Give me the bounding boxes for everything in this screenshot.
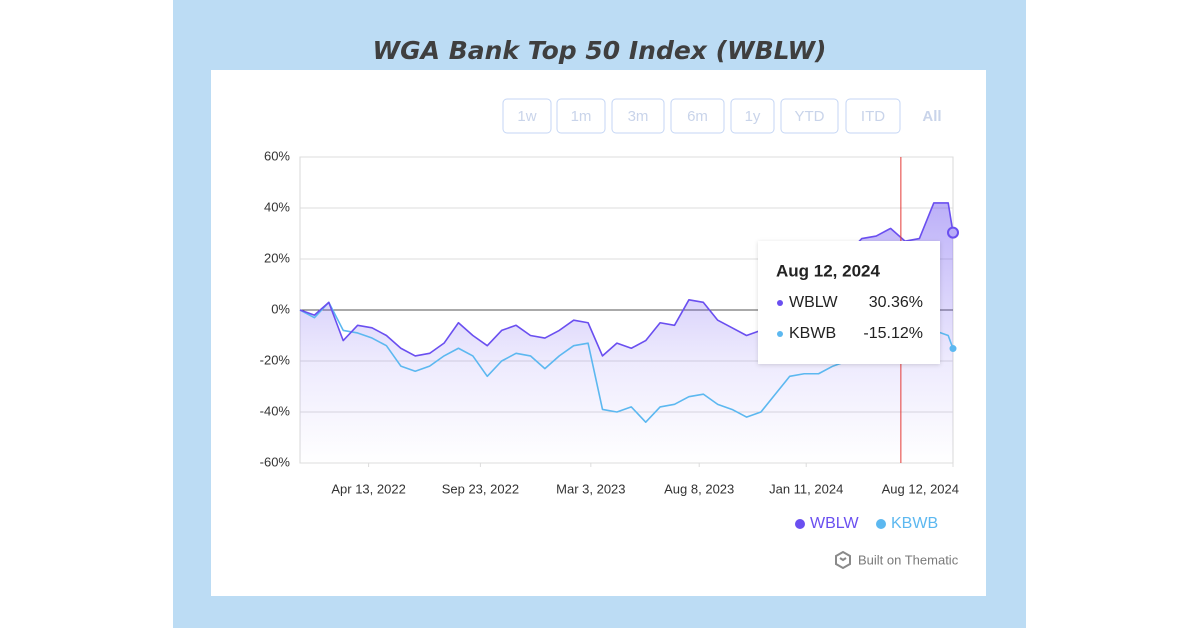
y-tick-label: -40% <box>260 403 291 418</box>
range-button-label: 1y <box>745 108 761 125</box>
legend-swatch <box>795 519 805 529</box>
range-button-label: All <box>922 108 941 125</box>
range-button[interactable]: 1y <box>730 98 775 134</box>
x-tick-label: Aug 12, 2024 <box>882 481 959 496</box>
tooltip-title: Aug 12, 2024 <box>776 261 880 280</box>
x-tick-label: Aug 8, 2023 <box>664 481 734 496</box>
range-buttons: 1w 1m 3m 6m 1y YTD ITD All <box>502 98 942 134</box>
range-button-box <box>556 98 606 134</box>
tooltip-series-name: WBLW <box>789 294 838 311</box>
y-tick-label: 60% <box>264 148 290 163</box>
range-button-label: YTD <box>795 108 825 125</box>
x-tick-label: Mar 3, 2023 <box>556 481 625 496</box>
legend-swatch <box>876 519 886 529</box>
range-button-box <box>502 98 552 134</box>
range-button-label: 1m <box>571 108 592 125</box>
range-button[interactable]: 1m <box>556 98 606 134</box>
footer-logo <box>835 550 851 570</box>
end-point <box>949 345 957 353</box>
chart-title: WGA Bank Top 50 Index (WBLW) <box>372 36 827 65</box>
range-button[interactable]: 6m <box>670 98 725 134</box>
footer-text: Built on Thematic <box>858 552 959 567</box>
range-button-label: 3m <box>628 108 649 125</box>
legend-label: KBWB <box>891 515 938 532</box>
tooltip: Aug 12, 2024 WBLW 30.36% KBWB -15.12% <box>758 241 940 364</box>
x-tick-label: Apr 13, 2022 <box>331 481 405 496</box>
range-button[interactable]: 3m <box>611 98 665 134</box>
legend-item[interactable]: KBWB <box>876 515 938 532</box>
area <box>300 202 953 463</box>
range-button-box <box>845 98 901 134</box>
tooltip-swatch <box>777 300 783 306</box>
y-tick-label: 20% <box>264 250 290 265</box>
range-button[interactable]: YTD <box>780 98 839 134</box>
tooltip-box <box>758 241 940 364</box>
range-button-label: ITD <box>861 108 885 125</box>
x-tick-label: Jan 11, 2024 <box>769 481 843 496</box>
range-button-box <box>780 98 839 134</box>
range-button-label: 1w <box>517 108 536 125</box>
end-point <box>947 226 959 239</box>
tooltip-swatch <box>777 331 783 337</box>
range-button-box <box>670 98 725 134</box>
x-tick-label: Sep 23, 2022 <box>442 481 519 496</box>
range-button[interactable]: 1w <box>502 98 552 134</box>
legend: WBLW KBWB <box>795 515 938 532</box>
range-button-box <box>730 98 775 134</box>
tooltip-value: 30.36% <box>869 294 923 311</box>
legend-label: WBLW <box>810 515 859 532</box>
range-button-label: 6m <box>687 108 708 125</box>
y-tick-label: -20% <box>260 352 291 367</box>
y-tick-label: 40% <box>264 199 290 214</box>
y-tick-label: -60% <box>260 454 291 469</box>
tooltip-series-name: KBWB <box>789 325 836 342</box>
range-button[interactable]: ITD <box>845 98 901 134</box>
y-tick-label: 0% <box>271 301 290 316</box>
tooltip-value: -15.12% <box>863 325 923 342</box>
range-button-box <box>611 98 665 134</box>
range-button[interactable]: All <box>922 108 941 125</box>
footer: Built on Thematic <box>835 550 959 570</box>
legend-item[interactable]: WBLW <box>795 515 859 532</box>
